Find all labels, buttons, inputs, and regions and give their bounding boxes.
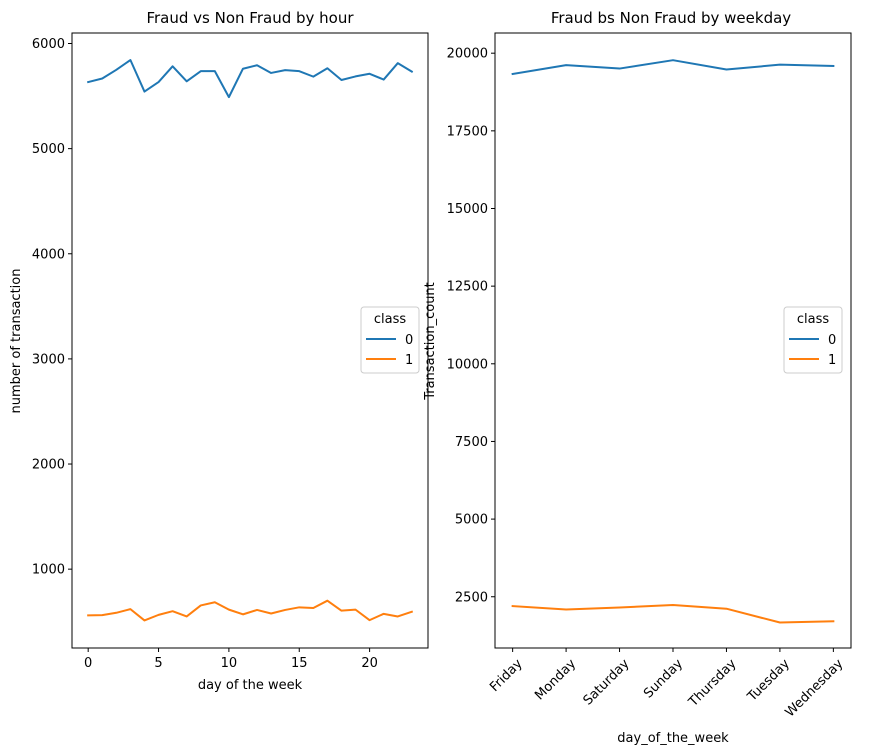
series-group [86,59,414,622]
chart-weekday: Fraud bs Non Fraud by weekday day_of_the… [423,9,852,746]
y-tick-label: 17500 [447,124,488,139]
series-line-0 [511,59,835,76]
tick-group: 1000 2000 3000 4000 5000 6000 0 5 10 15 20 [32,37,378,671]
y-tick-label: 6000 [32,37,65,52]
series-line-0 [86,59,414,99]
legend: class 0 1 [783,306,843,374]
y-tick-label: 1000 [32,563,65,578]
y-tick-label: 2500 [455,590,488,605]
x-axis-label: day of the week [198,678,303,693]
y-tick-label: 2000 [32,458,65,473]
chart-title: Fraud vs Non Fraud by hour [146,9,354,27]
y-tick-label: 10000 [447,357,488,372]
plot-frame [494,32,852,649]
y-tick-label: 20000 [447,47,488,62]
y-tick-label: 5000 [32,142,65,157]
chart-title: Fraud bs Non Fraud by weekday [551,9,791,27]
series-group [511,59,835,624]
x-tick-label: Friday [487,656,526,695]
x-tick-label: Thursday [685,656,739,710]
legend-label-1: 1 [405,353,413,368]
y-axis-label: number of transaction [9,269,24,414]
y-tick-label: 15000 [447,202,488,217]
y-tick-label: 12500 [447,280,488,295]
legend-label-1: 1 [828,353,836,368]
chart-hourly: Fraud vs Non Fraud by hour day of the we… [9,9,429,693]
x-tick-label: 20 [361,656,378,671]
y-tick-label: 4000 [32,247,65,262]
x-tick-label: Saturday [581,656,633,708]
x-tick-label: Wednesday [783,656,847,720]
legend-title: class [374,312,406,327]
x-axis-label: day_of_the_week [617,731,729,746]
x-tick-label: Monday [532,656,579,703]
legend-label-0: 0 [828,333,836,348]
legend: class 0 1 [360,306,420,374]
x-tick-label: 10 [221,656,238,671]
legend-label-0: 0 [405,333,413,348]
series-line-1 [511,603,835,624]
y-tick-label: 5000 [455,513,488,528]
y-tick-label: 3000 [32,352,65,367]
x-tick-label: Sunday [641,656,686,701]
y-axis-label: Transaction_count [423,282,438,401]
legend-title: class [797,312,829,327]
x-tick-label: 15 [291,656,308,671]
x-tick-label: 5 [154,656,162,671]
tick-group: 2500 5000 7500 10000 12500 15000 17500 20000 Fri… [447,47,847,721]
series-line-1 [87,599,414,622]
plot-frame [71,32,429,649]
x-tick-label: 0 [84,656,92,671]
x-tick-label: Tuesday [744,656,793,705]
y-tick-label: 7500 [455,435,488,450]
